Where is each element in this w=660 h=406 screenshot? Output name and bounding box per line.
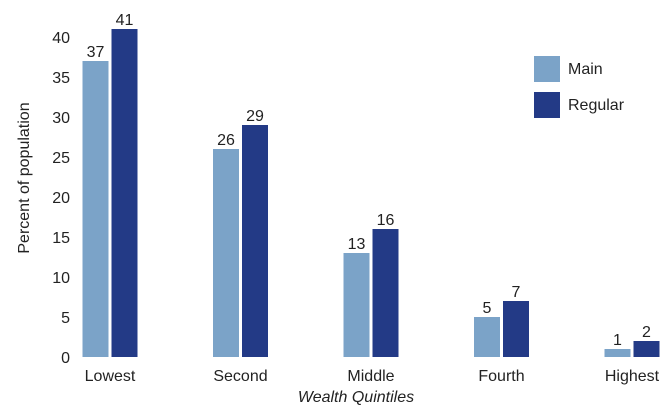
bar-regular-highest xyxy=(633,341,660,357)
data-label: 37 xyxy=(87,44,105,61)
data-label: 16 xyxy=(377,212,395,229)
bar-main-lowest xyxy=(82,61,109,357)
bar-main-second xyxy=(213,149,239,357)
data-label: 26 xyxy=(217,132,235,149)
x-category-label: Second xyxy=(213,368,267,385)
data-label: 2 xyxy=(642,324,651,341)
data-label: 13 xyxy=(348,236,366,253)
bar-regular-second xyxy=(242,125,268,357)
x-category-label: Lowest xyxy=(85,368,136,385)
legend-label-regular: Regular xyxy=(568,97,625,114)
legend-swatch-regular xyxy=(534,92,560,118)
bar-regular-fourth xyxy=(503,301,529,357)
x-category-label: Highest xyxy=(605,368,660,385)
bar-main-middle xyxy=(343,253,370,357)
bar-main-fourth xyxy=(474,317,500,357)
x-category-label: Fourth xyxy=(478,368,524,385)
data-label: 29 xyxy=(246,108,264,125)
y-tick-label: 25 xyxy=(52,150,70,167)
legend: Main Regular xyxy=(534,56,625,118)
data-labels: 37 41 26 29 13 16 5 7 1 2 xyxy=(87,12,651,349)
bar-regular-lowest xyxy=(111,29,138,357)
bar-regular-middle xyxy=(372,229,399,357)
data-label: 5 xyxy=(483,300,492,317)
y-axis-title: Percent of population xyxy=(16,102,33,253)
data-label: 1 xyxy=(613,332,622,349)
y-tick-label: 30 xyxy=(52,110,70,127)
x-axis-title: Wealth Quintiles xyxy=(298,389,414,406)
y-tick-label: 10 xyxy=(52,270,70,287)
x-category-label: Middle xyxy=(347,368,394,385)
data-label: 41 xyxy=(116,12,134,29)
legend-swatch-main xyxy=(534,56,560,82)
bar-main-highest xyxy=(604,349,631,357)
y-tick-label: 20 xyxy=(52,190,70,207)
legend-label-main: Main xyxy=(568,61,603,78)
bars xyxy=(82,29,660,357)
y-tick-label: 15 xyxy=(52,230,70,247)
data-label: 7 xyxy=(512,284,521,301)
y-tick-label: 40 xyxy=(52,30,70,47)
y-tick-label: 35 xyxy=(52,70,70,87)
y-tick-label: 5 xyxy=(61,310,70,327)
y-axis-ticks: 0 5 10 15 20 25 30 35 40 xyxy=(52,30,70,367)
y-tick-label: 0 xyxy=(61,350,70,367)
x-axis-categories: Lowest Second Middle Fourth Highest xyxy=(85,368,660,385)
